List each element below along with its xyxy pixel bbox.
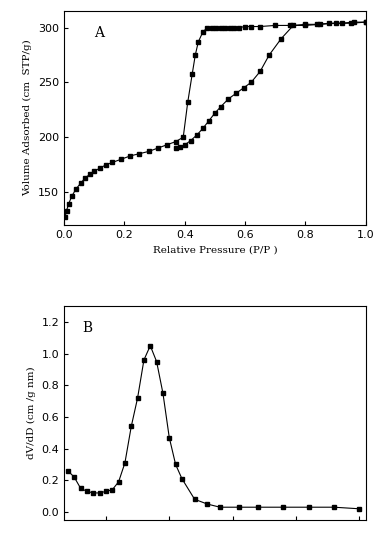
Text: B: B xyxy=(82,321,92,335)
X-axis label: Relative Pressure (P/P ): Relative Pressure (P/P ) xyxy=(153,245,277,254)
Y-axis label: Volume Adsorbed (cm  STP/g): Volume Adsorbed (cm STP/g) xyxy=(23,40,32,196)
Y-axis label: dV/dD (cm /g nm): dV/dD (cm /g nm) xyxy=(27,367,36,459)
Text: A: A xyxy=(94,26,104,40)
